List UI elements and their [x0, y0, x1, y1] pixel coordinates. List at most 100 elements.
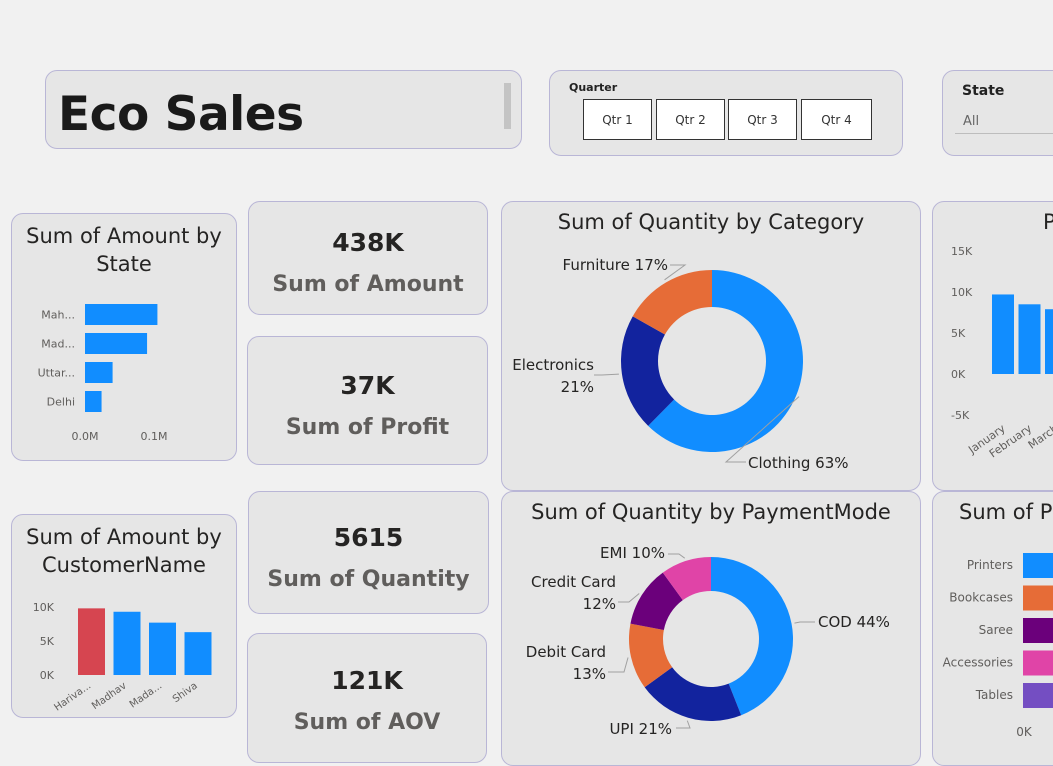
- qty-by-subcategory-chart: Printers Bookcases Saree Accessories Tables 0…: [943, 553, 1053, 739]
- customer-bar: [78, 608, 105, 675]
- customer-x-tick: Madhav: [90, 680, 129, 712]
- undefined-leader: [676, 720, 691, 729]
- undefined-leader: [794, 621, 815, 624]
- state-dropdown[interactable]: All: [955, 109, 1053, 134]
- undefined-leader: [594, 373, 619, 376]
- kpi-profit-card: 37K Sum of Profit: [247, 336, 488, 465]
- undefined-pct: 21%: [561, 378, 594, 396]
- subcat-x-tick: 0K: [1016, 725, 1033, 739]
- undefined-label: Clothing 63%: [748, 454, 849, 472]
- page-title: Eco Sales: [58, 87, 304, 142]
- qty-by-subcategory-card: Sum of P Printers Bookcases Saree Accessori…: [932, 491, 1053, 766]
- kpi-profit-value: 37K: [340, 371, 395, 400]
- state-tick-label: Delhi: [47, 396, 75, 409]
- subcat-tick-label: Printers: [967, 558, 1013, 572]
- customer-x-tick: Mada...: [128, 680, 164, 710]
- kpi-profit-label: Sum of Profit: [285, 415, 450, 440]
- month-y-tick: 0K: [951, 368, 966, 381]
- state-bar: [85, 391, 102, 412]
- amount-by-state-chart: Mah... Mad... Uttar... Delhi 0.0M 0.1M: [38, 304, 167, 443]
- state-tick-label: Uttar...: [38, 367, 75, 380]
- state-x-tick: 0.0M: [72, 430, 99, 443]
- subcat-tick-label: Accessories: [943, 656, 1013, 670]
- undefined-label: Credit Card: [531, 573, 616, 591]
- state-bar: [85, 333, 148, 354]
- undefined-slice: [629, 623, 673, 688]
- undefined-label: Debit Card: [526, 643, 606, 661]
- quarter-slicer: Quarter Qtr 1 Qtr 2 Qtr 3 Qtr 4: [549, 70, 903, 156]
- subcat-bar: [1023, 683, 1053, 708]
- state-bar: [85, 304, 158, 325]
- quarter-button-qtr3[interactable]: Qtr 3: [728, 99, 797, 140]
- kpi-quantity-label: Sum of Quantity: [267, 567, 470, 592]
- amount-by-state-title: Sum of Amount by State: [26, 224, 222, 276]
- month-bar: [992, 294, 1014, 374]
- qty-by-payment-title: Sum of Quantity by PaymentMode: [531, 500, 891, 524]
- customer-bar: [184, 632, 212, 675]
- subcat-bar: [1023, 585, 1053, 611]
- undefined-slice: [630, 572, 683, 631]
- subcat-bar: [1023, 553, 1053, 578]
- month-y-tick: 10K: [951, 286, 973, 299]
- quarter-button-qtr4[interactable]: Qtr 4: [801, 99, 872, 140]
- quarter-button-qtr1[interactable]: Qtr 1: [583, 99, 652, 140]
- qty-by-category-title: Sum of Quantity by Category: [557, 210, 865, 234]
- state-bar: [85, 362, 113, 383]
- month-y-tick: 5K: [951, 327, 966, 340]
- subcat-tick-label: Tables: [975, 688, 1013, 702]
- undefined-leader: [618, 593, 640, 603]
- qty-by-payment-chart: COD 44% UPI 21% Debit Card 13% Credit Card 12…: [526, 544, 890, 738]
- customer-bar: [149, 622, 176, 675]
- kpi-quantity-value: 5615: [333, 523, 404, 552]
- amount-by-customer-chart: 0K 5K 10K Hariva...Madhav Mada... Shiva: [33, 601, 212, 714]
- customer-x-tick: Hariva...: [52, 680, 93, 713]
- undefined-slice: [711, 557, 793, 716]
- undefined-slice: [644, 667, 742, 721]
- quarter-slicer-label: Quarter: [569, 81, 618, 94]
- quarter-button-qtr2[interactable]: Qtr 2: [656, 99, 725, 140]
- undefined-leader: [608, 657, 629, 673]
- undefined-label: Electronics: [512, 356, 594, 374]
- qty-by-category-card: Sum of Quantity by Category Clothing 63%…: [501, 201, 921, 491]
- subcat-tick-label: Saree: [979, 623, 1013, 637]
- qty-by-payment-card: Sum of Quantity by PaymentMode COD 44% UP…: [501, 491, 921, 766]
- customer-y-tick: 0K: [40, 669, 55, 682]
- customer-y-tick: 5K: [40, 635, 55, 648]
- customer-x-tick: Shiva: [171, 680, 200, 705]
- subcat-bar: [1023, 650, 1053, 676]
- kpi-amount-value: 438K: [332, 228, 404, 257]
- state-tick-label: Mad...: [41, 338, 75, 351]
- undefined-label: UPI 21%: [609, 720, 672, 738]
- state-x-tick: 0.1M: [140, 430, 167, 443]
- qty-by-category-chart: Clothing 63% Electronics 21% Furniture 17%: [512, 256, 849, 472]
- state-slicer-label: State: [962, 83, 1005, 99]
- undefined-label: Furniture 17%: [563, 256, 668, 274]
- kpi-aov-label: Sum of AOV: [293, 710, 441, 735]
- subcat-bar: [1023, 618, 1053, 643]
- undefined-leader: [664, 264, 687, 281]
- scrollbar[interactable]: [504, 83, 511, 129]
- kpi-aov-card: 121K Sum of AOV: [247, 633, 487, 763]
- month-bar: [1018, 304, 1041, 374]
- month-y-tick: -5K: [951, 409, 970, 422]
- undefined-pct: 12%: [583, 595, 616, 613]
- undefined-slice: [648, 270, 803, 452]
- month-y-tick: 15K: [951, 245, 973, 258]
- kpi-quantity-card: 5615 Sum of Quantity: [248, 491, 489, 614]
- undefined-slice: [632, 270, 712, 335]
- kpi-amount-card: 438K Sum of Amount: [248, 201, 488, 315]
- profit-by-month-title: P: [1043, 208, 1053, 236]
- qty-by-subcategory-title: Sum of P: [959, 500, 1053, 524]
- amount-by-customer-card: Sum of Amount by CustomerName 0K 5K 10K Har…: [11, 514, 237, 718]
- kpi-aov-value: 121K: [331, 666, 403, 695]
- subcat-tick-label: Bookcases: [949, 591, 1013, 605]
- amount-by-state-card: Sum of Amount by State Mah... Mad... Uttar…: [11, 213, 237, 461]
- customer-y-tick: 10K: [33, 601, 55, 614]
- undefined-label: COD 44%: [818, 613, 890, 631]
- title-card: Eco Sales: [45, 70, 522, 149]
- undefined-pct: 13%: [573, 665, 606, 683]
- amount-by-customer-title: Sum of Amount by CustomerName: [26, 525, 222, 577]
- undefined-leader: [724, 396, 800, 463]
